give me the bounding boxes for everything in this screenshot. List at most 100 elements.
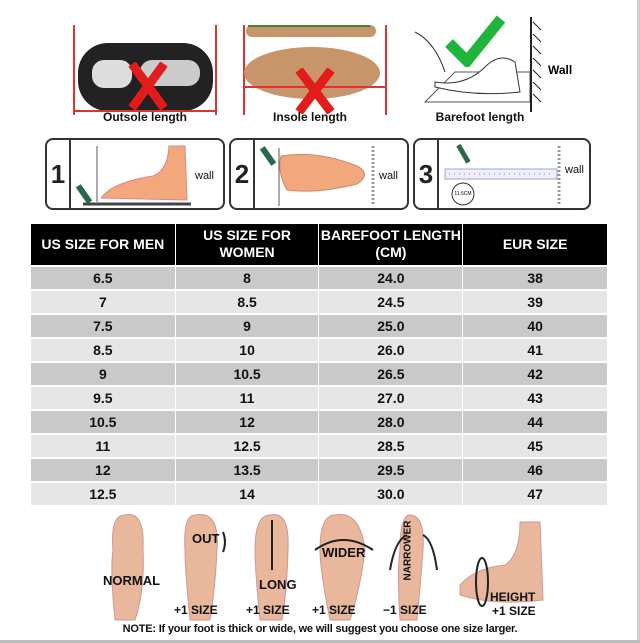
table-cell: 9: [174, 312, 320, 339]
size-chart-table: US SIZE FOR MEN US SIZE FOR WOMEN BAREFO…: [30, 223, 608, 507]
table-row: 6.5 8 24.0 38: [30, 264, 608, 291]
foot-label: OUT: [192, 531, 220, 546]
border: [0, 640, 640, 643]
table-cell: 7: [30, 288, 176, 315]
table-cell: 27.0: [318, 384, 464, 411]
foot-size: +1 SIZE: [174, 603, 218, 617]
table-row: 11 12.5 28.5 45: [30, 432, 608, 459]
table-cell: 11: [30, 432, 176, 459]
caption: Outsole length: [103, 110, 187, 124]
table-cell: 28.0: [318, 408, 464, 435]
table-cell: 47: [462, 480, 608, 507]
step-number: 1: [47, 140, 71, 208]
table-cell: 8: [174, 264, 320, 291]
table-cell: 26.0: [318, 336, 464, 363]
foot-size: −1 SIZE: [383, 603, 427, 617]
foot-out: [184, 513, 218, 621]
table-cell: 40: [462, 312, 608, 339]
table-cell: 10: [174, 336, 320, 363]
table-row: 10.5 12 28.0 44: [30, 408, 608, 435]
table-cell: 8.5: [30, 336, 176, 363]
foot-label: NORMAL: [103, 573, 161, 588]
table-row: 7 8.5 24.5 39: [30, 288, 608, 315]
wall-label: wall: [195, 170, 214, 182]
border: [637, 0, 640, 643]
column-header: US SIZE FOR WOMEN: [174, 223, 320, 266]
table-cell: 13.5: [174, 456, 320, 483]
foot-types-illustration: [111, 513, 544, 621]
table-cell: 44: [462, 408, 608, 435]
step-number: 2: [231, 140, 255, 208]
ruler-illustration: [444, 143, 561, 206]
table-row: 9 10.5 26.5 42: [30, 360, 608, 387]
table-row: 12.5 14 30.0 47: [30, 480, 608, 507]
table-header-row: US SIZE FOR MEN US SIZE FOR WOMEN BAREFO…: [30, 223, 608, 266]
table-cell: 10.5: [30, 408, 176, 435]
cross-icon: [128, 62, 168, 110]
insole-illustration: [243, 25, 387, 115]
table-cell: 45: [462, 432, 608, 459]
size-note: NOTE: If your foot is thick or wide, we …: [122, 623, 518, 635]
foot-label: WIDER: [322, 545, 366, 560]
cross-icon: [295, 68, 335, 114]
foot-side-illustration: [75, 145, 191, 206]
check-icon: [445, 15, 505, 67]
table-cell: 24.0: [318, 264, 464, 291]
table-cell: 39: [462, 288, 608, 315]
foot-label: NARROWER: [402, 520, 414, 581]
table-cell: 10.5: [174, 360, 320, 387]
step-3: 3 11.5CM wall: [413, 138, 591, 210]
table-cell: 42: [462, 360, 608, 387]
table-cell: 29.5: [318, 456, 464, 483]
foot-label: HEIGHT: [490, 590, 536, 604]
foot-size: +1 SIZE: [492, 604, 536, 618]
arrow-icon: [389, 534, 438, 571]
table-cell: 41: [462, 336, 608, 363]
wall-label: wall: [565, 164, 584, 176]
table-cell: 28.5: [318, 432, 464, 459]
ruler-label: 11.5CM: [454, 191, 472, 197]
table-cell: 43: [462, 384, 608, 411]
foot-label: LONG: [259, 577, 297, 592]
table-cell: 12: [174, 408, 320, 435]
table-cell: 9.5: [30, 384, 176, 411]
table-cell: 12: [30, 456, 176, 483]
foot-top-illustration: [259, 146, 375, 206]
arrow-icon: [314, 539, 374, 551]
wall-label: wall: [379, 170, 398, 182]
table-cell: 8.5: [174, 288, 320, 315]
table-cell: 46: [462, 456, 608, 483]
foot-size: +1 SIZE: [246, 603, 290, 617]
table-cell: 12.5: [30, 480, 176, 507]
arrow-icon: [222, 531, 226, 553]
table-cell: 38: [462, 264, 608, 291]
step-1: 1 wall: [45, 138, 225, 210]
table-cell: 26.5: [318, 360, 464, 387]
step-number: 3: [415, 140, 439, 208]
table-row: 8.5 10 26.0 41: [30, 336, 608, 363]
barefoot-illustration: [414, 17, 542, 112]
height-loop-icon: [475, 557, 489, 607]
table-cell: 11: [174, 384, 320, 411]
table-cell: 6.5: [30, 264, 176, 291]
table-cell: 14: [174, 480, 320, 507]
foot-normal: [111, 513, 144, 621]
wall-label: Wall: [548, 63, 573, 77]
table-row: 12 13.5 29.5 46: [30, 456, 608, 483]
step-2: 2 wall: [229, 138, 409, 210]
foot-height: [459, 521, 544, 603]
table-cell: 25.0: [318, 312, 464, 339]
column-header: EUR SIZE: [462, 223, 608, 266]
caption: Barefoot length: [435, 110, 525, 124]
column-header: BAREFOOT LENGTH (CM): [318, 223, 464, 266]
caption: Insole length: [272, 110, 347, 124]
table-row: 9.5 11 27.0 43: [30, 384, 608, 411]
table-cell: 12.5: [174, 432, 320, 459]
table-row: 7.5 9 25.0 40: [30, 312, 608, 339]
table-cell: 24.5: [318, 288, 464, 315]
table-cell: 7.5: [30, 312, 176, 339]
table-cell: 9: [30, 360, 176, 387]
foot-size: +1 SIZE: [312, 603, 356, 617]
table-cell: 30.0: [318, 480, 464, 507]
column-header: US SIZE FOR MEN: [30, 223, 176, 266]
